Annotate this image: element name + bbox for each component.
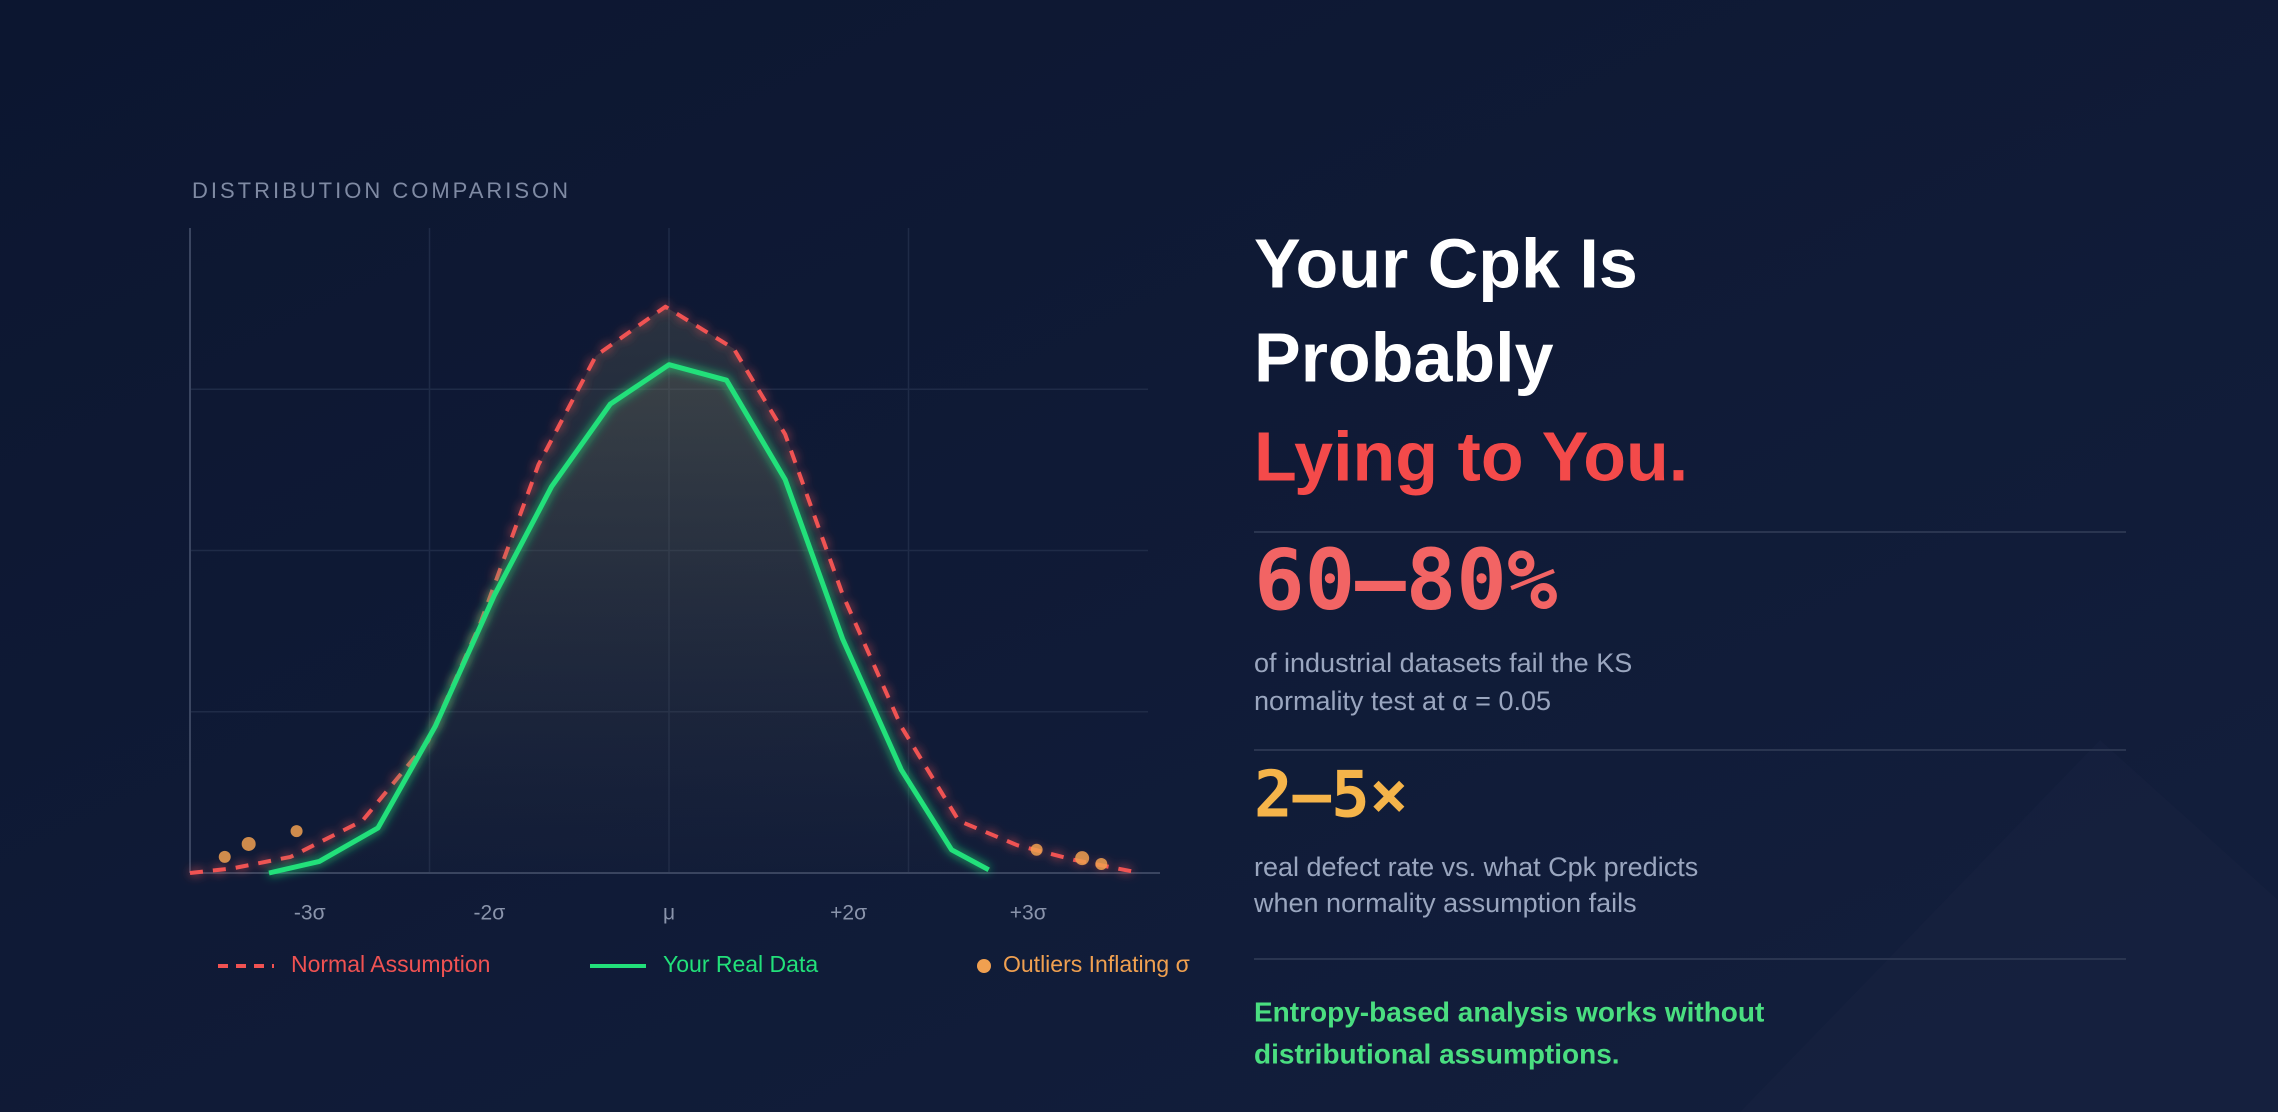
chart-title: DISTRIBUTION COMPARISON: [192, 178, 571, 203]
stat-value: 2–5×: [1254, 759, 1408, 833]
decor: [1740, 740, 2278, 1112]
x-tick-label: +3σ: [1010, 902, 1047, 925]
headline-line: Probably: [1254, 318, 1554, 396]
stat-description: real defect rate vs. what Cpk predicts: [1254, 852, 1698, 882]
footnote: Entropy-based analysis works without: [1254, 996, 1764, 1027]
headline-accent: Lying to You.: [1254, 417, 1688, 495]
legend-swatch: [977, 959, 991, 973]
outlier-point: [1095, 857, 1108, 870]
outlier-point: [1075, 851, 1090, 866]
x-tick-label: +2σ: [830, 902, 867, 925]
area: [269, 364, 989, 873]
outlier-point: [1030, 843, 1043, 856]
line: [189, 304, 1134, 875]
stat-description: when normality assumption fails: [1253, 888, 1637, 918]
line: [268, 362, 990, 876]
x-tick-label: μ: [663, 902, 675, 925]
legend-label: Normal Assumption: [291, 951, 490, 977]
stat-value: 60–80%: [1254, 531, 1557, 629]
outlier-point: [290, 825, 303, 838]
stat-description: of industrial datasets fail the KS: [1254, 648, 1632, 678]
x-tick-label: -2σ: [474, 902, 506, 925]
x-tick-label: -3σ: [294, 902, 326, 925]
footnote: distributional assumptions.: [1254, 1038, 1620, 1069]
outlier-point: [241, 836, 256, 851]
outlier-point: [218, 850, 231, 863]
headline-line: Your Cpk Is: [1254, 224, 1638, 302]
stat-description: normality test at α = 0.05: [1254, 686, 1551, 716]
legend-label: Your Real Data: [663, 951, 818, 977]
legend-label: Outliers Inflating σ: [1003, 951, 1190, 977]
